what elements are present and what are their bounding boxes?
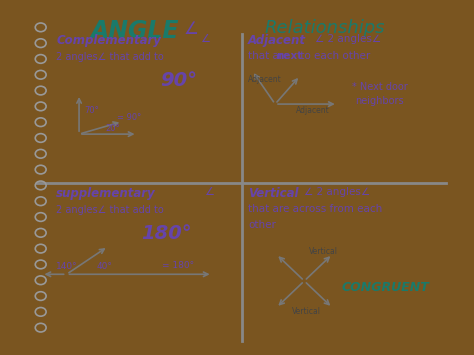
Text: next: next (276, 51, 302, 61)
Text: 70°: 70° (84, 106, 99, 115)
Text: Vertical: Vertical (248, 187, 299, 200)
Text: Adjacent: Adjacent (248, 75, 282, 83)
Text: supplementary: supplementary (56, 187, 156, 200)
Text: ∠: ∠ (183, 20, 198, 38)
Text: other: other (248, 220, 276, 230)
Text: ∠ 2 angles∠: ∠ 2 angles∠ (315, 34, 381, 44)
Text: Adjacent: Adjacent (296, 106, 330, 115)
Text: 140°: 140° (56, 262, 78, 272)
Text: 20°: 20° (105, 124, 119, 133)
Text: 2 angles∠ that add to: 2 angles∠ that add to (56, 205, 164, 215)
Text: that are across from each: that are across from each (248, 204, 382, 214)
Text: Vertical: Vertical (292, 307, 321, 316)
Text: 90°: 90° (161, 71, 198, 90)
Text: 180°: 180° (141, 224, 192, 243)
Text: ∠ 2 angles∠: ∠ 2 angles∠ (304, 187, 371, 197)
Text: = 180°: = 180° (163, 261, 195, 271)
Text: * Next door
neighbors: * Next door neighbors (352, 82, 407, 106)
Text: Vertical: Vertical (310, 247, 338, 256)
Text: that are: that are (248, 51, 292, 61)
Text: Complementary: Complementary (56, 34, 161, 47)
Text: Adjacent: Adjacent (248, 34, 306, 47)
Text: = 90°: = 90° (117, 113, 141, 122)
Text: CONGRUENT: CONGRUENT (342, 281, 429, 294)
Text: ∠: ∠ (204, 187, 214, 197)
Text: 40°: 40° (97, 262, 112, 272)
Text: to each other: to each other (297, 51, 370, 61)
Text: ∠: ∠ (200, 34, 210, 44)
Text: Relationships: Relationships (265, 19, 385, 37)
Text: 2 angles∠ that add to: 2 angles∠ that add to (56, 53, 164, 62)
Text: ANGLE: ANGLE (91, 19, 179, 43)
